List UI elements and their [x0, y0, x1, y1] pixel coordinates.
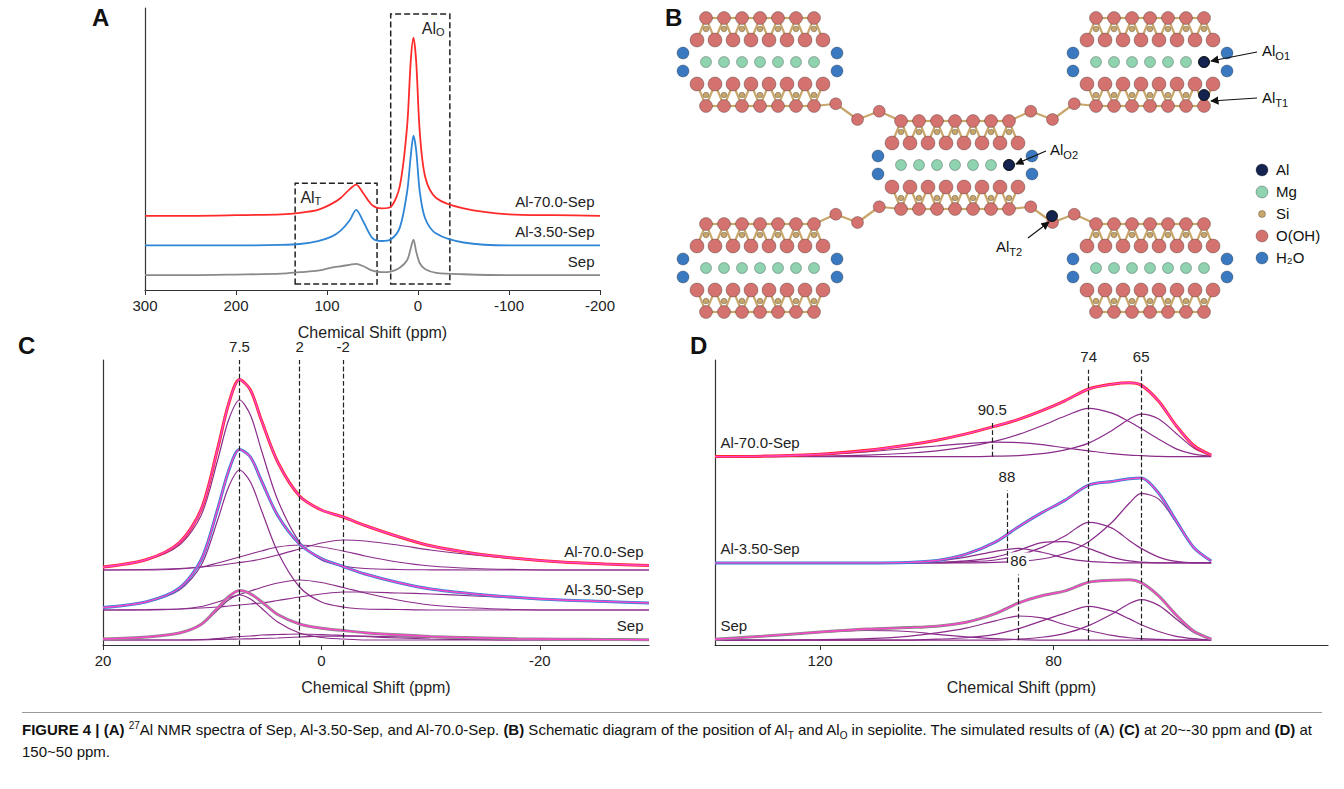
svg-text:80: 80: [1045, 652, 1062, 669]
svg-text:86: 86: [1010, 552, 1027, 569]
html-text:C: C: [18, 332, 36, 359]
svg-text:AlO1: AlO1: [1262, 42, 1290, 62]
svg-text:74: 74: [1080, 348, 1097, 365]
svg-text:O(OH): O(OH): [1276, 227, 1320, 244]
svg-text:Al-70.0-Sep: Al-70.0-Sep: [515, 193, 594, 210]
svg-text:Sep: Sep: [721, 617, 748, 634]
svg-text:7.5: 7.5: [229, 338, 250, 355]
svg-text:Chemical Shift (ppm): Chemical Shift (ppm): [298, 324, 447, 341]
svg-text:65: 65: [1133, 348, 1150, 365]
html-text:D: D: [690, 332, 708, 359]
svg-text:100: 100: [314, 297, 339, 314]
svg-text:-20: -20: [529, 652, 551, 669]
svg-text:Al-70.0-Sep: Al-70.0-Sep: [564, 543, 643, 560]
html-text:A: A: [92, 4, 110, 31]
svg-text:H₂O: H₂O: [1276, 249, 1304, 266]
svg-text:AlT2: AlT2: [996, 238, 1022, 258]
svg-text:2: 2: [295, 338, 303, 355]
svg-text:Al: Al: [422, 20, 436, 37]
html-text:FIGURE 4 | (A)27Al NMR spectra: FIGURE 4 | (A)27Al NMR spectra of Sep, A…: [22, 720, 1317, 760]
svg-text:Chemical Shift (ppm): Chemical Shift (ppm): [947, 679, 1096, 696]
svg-text:Al-3.50-Sep: Al-3.50-Sep: [564, 581, 643, 598]
svg-text:AlO2: AlO2: [1050, 141, 1078, 161]
svg-text:-2: -2: [337, 338, 350, 355]
svg-text:Mg: Mg: [1276, 183, 1297, 200]
html-text:B: B: [665, 4, 683, 31]
svg-text:20: 20: [95, 652, 112, 669]
svg-text:Sep: Sep: [568, 253, 595, 270]
svg-text:88: 88: [999, 468, 1016, 485]
svg-text:O: O: [436, 26, 445, 38]
svg-text:-100: -100: [494, 297, 524, 314]
svg-text:0: 0: [414, 297, 422, 314]
svg-text:300: 300: [132, 297, 157, 314]
svg-text:Al: Al: [300, 189, 314, 206]
svg-text:Sep: Sep: [617, 617, 644, 634]
svg-text:0: 0: [317, 652, 325, 669]
svg-text:Al-3.50-Sep: Al-3.50-Sep: [515, 223, 594, 240]
svg-text:120: 120: [808, 652, 833, 669]
svg-text:200: 200: [223, 297, 248, 314]
svg-text:AlT1: AlT1: [1262, 89, 1288, 109]
svg-text:T: T: [315, 195, 322, 207]
svg-text:Chemical Shift (ppm): Chemical Shift (ppm): [301, 679, 450, 696]
svg-text:-200: -200: [585, 297, 615, 314]
svg-text:Al-70.0-Sep: Al-70.0-Sep: [721, 434, 800, 451]
svg-text:Al: Al: [1276, 161, 1289, 178]
svg-text:Al-3.50-Sep: Al-3.50-Sep: [721, 540, 800, 557]
svg-text:90.5: 90.5: [978, 401, 1007, 418]
svg-text:Si: Si: [1276, 205, 1289, 222]
